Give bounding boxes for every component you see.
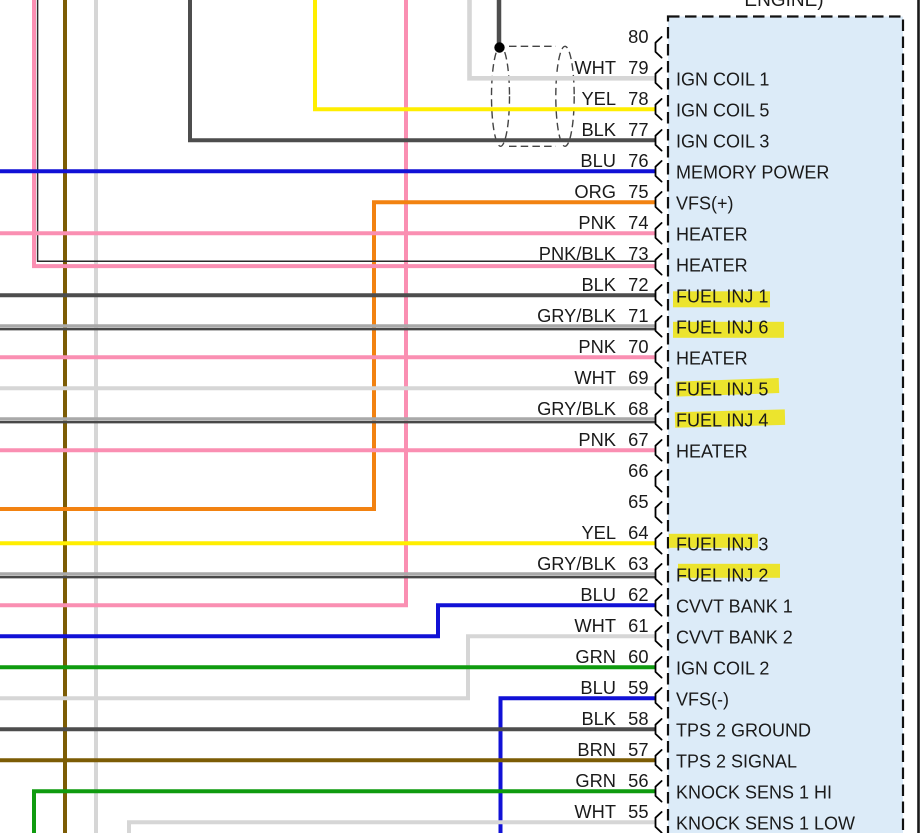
svg-text:80: 80 [628,26,648,47]
svg-text:67: 67 [628,429,648,450]
svg-text:BLU: BLU [580,677,616,698]
svg-text:GRN: GRN [575,770,616,791]
svg-text:CVVT BANK 1: CVVT BANK 1 [676,597,793,617]
svg-text:YEL: YEL [581,522,616,543]
svg-text:CVVT BANK 2: CVVT BANK 2 [676,628,793,648]
svg-text:BLK: BLK [581,119,616,140]
svg-text:PNK: PNK [578,336,616,357]
svg-text:79: 79 [628,57,648,78]
svg-text:73: 73 [628,243,648,264]
svg-text:BLU: BLU [580,584,616,605]
svg-text:TPS 2 GROUND: TPS 2 GROUND [676,721,811,741]
svg-text:56: 56 [628,770,648,791]
svg-text:PNK: PNK [578,429,616,450]
svg-text:72: 72 [628,274,648,295]
svg-text:69: 69 [628,367,648,388]
svg-text:IGN COIL 3: IGN COIL 3 [676,132,769,152]
svg-text:HEATER: HEATER [676,442,748,462]
svg-text:MEMORY POWER: MEMORY POWER [676,163,829,183]
svg-text:KNOCK SENS 1 LOW: KNOCK SENS 1 LOW [676,814,855,833]
svg-text:68: 68 [628,398,648,419]
svg-text:VFS(-): VFS(-) [676,690,729,710]
svg-text:WHT: WHT [574,57,616,78]
svg-text:HEATER: HEATER [676,256,748,276]
svg-text:75: 75 [628,181,648,202]
svg-text:HEATER: HEATER [676,225,748,245]
svg-text:FUEL INJ 3: FUEL INJ 3 [676,535,768,555]
svg-text:BLK: BLK [581,708,616,729]
svg-text:77: 77 [628,119,648,140]
svg-text:TPS 2 SIGNAL: TPS 2 SIGNAL [676,752,797,772]
svg-text:FUEL INJ 5: FUEL INJ 5 [676,380,768,400]
svg-text:WHT: WHT [574,801,616,822]
svg-text:BLU: BLU [580,150,616,171]
svg-text:BRN: BRN [577,739,616,760]
svg-text:74: 74 [628,212,648,233]
svg-text:GRN: GRN [575,646,616,667]
svg-text:FUEL INJ 2: FUEL INJ 2 [676,566,768,586]
svg-text:WHT: WHT [574,615,616,636]
svg-text:71: 71 [628,305,648,326]
svg-text:IGN COIL 1: IGN COIL 1 [676,70,769,90]
svg-text:65: 65 [628,491,648,512]
svg-text:GRY/BLK: GRY/BLK [537,398,616,419]
svg-text:60: 60 [628,646,648,667]
svg-text:KNOCK SENS 1 HI: KNOCK SENS 1 HI [676,783,832,803]
svg-text:IGN COIL 5: IGN COIL 5 [676,101,769,121]
svg-text:59: 59 [628,677,648,698]
svg-text:58: 58 [628,708,648,729]
svg-text:ENGINE): ENGINE) [744,0,823,11]
svg-text:ORG: ORG [574,181,616,202]
svg-text:FUEL INJ 1: FUEL INJ 1 [676,287,768,307]
svg-text:62: 62 [628,584,648,605]
svg-text:66: 66 [628,460,648,481]
svg-text:VFS(+): VFS(+) [676,194,734,214]
svg-text:FUEL INJ 4: FUEL INJ 4 [676,411,768,431]
svg-text:WHT: WHT [574,367,616,388]
svg-text:57: 57 [628,739,648,760]
svg-text:55: 55 [628,801,648,822]
svg-text:HEATER: HEATER [676,349,748,369]
svg-text:FUEL INJ 6: FUEL INJ 6 [676,318,768,338]
svg-text:61: 61 [628,615,648,636]
svg-text:IGN COIL 2: IGN COIL 2 [676,659,769,679]
svg-text:PNK: PNK [578,212,616,233]
svg-text:78: 78 [628,88,648,109]
svg-text:63: 63 [628,553,648,574]
svg-text:GRY/BLK: GRY/BLK [537,305,616,326]
svg-text:PNK/BLK: PNK/BLK [539,243,616,264]
svg-text:BLK: BLK [581,274,616,295]
svg-text:YEL: YEL [581,88,616,109]
svg-text:64: 64 [628,522,648,543]
svg-text:70: 70 [628,336,648,357]
svg-text:76: 76 [628,150,648,171]
svg-text:GRY/BLK: GRY/BLK [537,553,616,574]
